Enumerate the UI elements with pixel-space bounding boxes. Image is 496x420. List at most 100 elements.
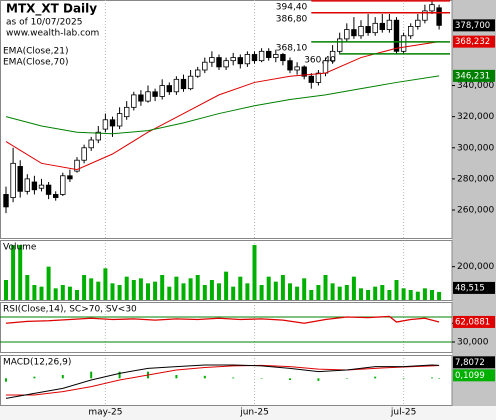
volume-bar — [280, 275, 285, 300]
candle-body — [429, 4, 435, 12]
histogram-bar — [203, 375, 206, 379]
volume-bar — [11, 245, 16, 300]
volume-bar — [408, 290, 413, 300]
panel-title: MACD(12,26,9) — [3, 358, 71, 368]
legend-entry: EMA(Close,21) — [3, 47, 68, 57]
value-box-label: 62,0881 — [455, 317, 490, 327]
candle-body — [194, 69, 201, 77]
ema-line — [5, 41, 440, 171]
candle-body — [308, 75, 314, 83]
value-box — [453, 281, 495, 294]
volume-bar — [394, 280, 399, 300]
panel-frame — [0, 240, 453, 301]
volume-bar — [224, 271, 229, 300]
volume-bar — [238, 276, 243, 300]
x-tick-label: jun-25 — [239, 408, 269, 418]
value-box-label: 48,515 — [455, 283, 485, 293]
volume-bar — [160, 275, 165, 300]
volume-bar — [103, 268, 108, 300]
candle-body — [209, 57, 215, 63]
histogram-bar — [402, 378, 405, 379]
candle-body — [45, 184, 52, 195]
candle-body — [17, 166, 23, 192]
candle-body — [230, 57, 236, 62]
volume-bar — [437, 291, 442, 300]
volume-bar — [209, 280, 214, 300]
volume-bar — [202, 285, 207, 300]
panel-title: Volume — [3, 243, 37, 253]
candle-body — [393, 19, 400, 52]
histogram-bar — [289, 378, 291, 380]
volume-bar — [316, 285, 321, 300]
value-box-label: 346,231 — [455, 71, 490, 81]
candle-body — [351, 29, 357, 37]
candle-body — [237, 57, 243, 65]
volume-bar — [188, 278, 193, 300]
candle-body — [145, 91, 151, 102]
volume-bar — [295, 286, 300, 300]
histogram-bar — [260, 378, 263, 379]
candle-body — [124, 106, 130, 118]
panel-frame — [0, 0, 453, 239]
candle-body — [109, 119, 116, 127]
candle-body — [280, 54, 286, 62]
chart-title: MTX_XT Daily — [6, 2, 97, 17]
histogram-bar — [431, 377, 433, 379]
volume-bar — [110, 283, 115, 300]
volume-bar — [387, 290, 392, 300]
volume-bar — [366, 290, 371, 300]
signal-line — [6, 364, 440, 396]
candle-body — [301, 66, 307, 77]
histogram-bar — [438, 378, 441, 379]
volume-bar — [18, 245, 23, 300]
candle-body — [31, 181, 38, 191]
x-tick-label: may-25 — [88, 408, 122, 418]
candle-body — [131, 94, 137, 108]
volume-bar — [82, 275, 87, 300]
candle-body — [315, 72, 322, 83]
candle-body — [95, 131, 101, 141]
level-label: 394,40 — [276, 2, 308, 12]
volume-bar — [25, 275, 30, 300]
volume-bar — [217, 283, 221, 300]
candle-body — [379, 22, 385, 30]
candle-body — [38, 184, 45, 189]
volume-bar — [252, 245, 257, 300]
volume-bar — [344, 285, 349, 300]
volume-bar — [302, 278, 307, 300]
candle-body — [436, 7, 442, 26]
volume-bar — [259, 285, 264, 300]
volume-bar — [153, 281, 158, 300]
axis-strip — [452, 0, 496, 406]
volume-bar — [351, 276, 356, 300]
candle-body — [3, 194, 9, 208]
volume-bar — [309, 290, 314, 300]
candle-body — [294, 66, 300, 71]
volume-bar — [167, 286, 172, 300]
candle-body — [344, 29, 350, 40]
histogram-bar — [5, 378, 7, 382]
candle-body — [202, 61, 208, 71]
histogram-bar — [317, 378, 320, 381]
candle-body — [422, 10, 428, 21]
candle-body — [216, 57, 222, 68]
candle-body — [407, 26, 414, 37]
volume-bar — [75, 290, 79, 300]
volume-bar — [415, 291, 420, 300]
x-axis-strip — [0, 406, 496, 420]
value-box — [453, 356, 495, 369]
candle-body — [273, 54, 279, 58]
volume-bar — [323, 275, 328, 300]
volume-bar — [181, 283, 186, 300]
source: www.wealth-lab.com — [6, 29, 99, 39]
candle-body — [173, 78, 180, 93]
value-box — [453, 19, 495, 32]
level-label: 360,40 — [304, 55, 336, 65]
volume-bar — [422, 288, 427, 300]
candle-body — [180, 78, 187, 90]
candle-body — [400, 35, 407, 52]
candle-body — [187, 75, 194, 90]
candle-body — [336, 38, 343, 52]
panel-frame — [0, 302, 453, 353]
